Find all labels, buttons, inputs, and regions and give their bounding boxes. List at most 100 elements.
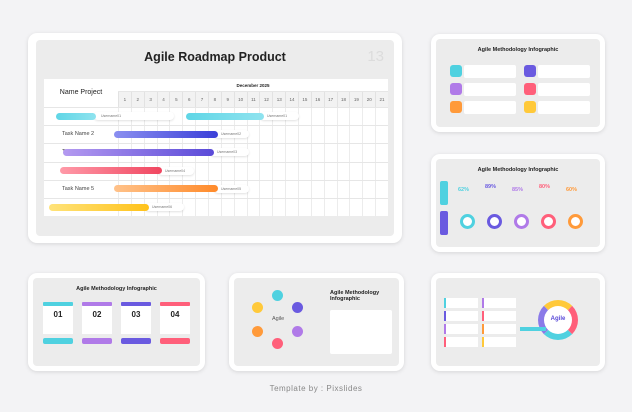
step-foot [82, 338, 112, 344]
percentage: 85% [512, 187, 524, 193]
ring [514, 214, 529, 229]
gantt-bar [60, 167, 162, 175]
text-box [538, 83, 590, 96]
gantt-bar [114, 130, 218, 138]
card-4: Agile [431, 273, 605, 371]
grid-column [259, 107, 261, 216]
card-2: Agile Methodology Infographic 01 02 03 04 [28, 273, 205, 371]
cycle-center: Agile [550, 316, 566, 322]
user-pill: Username01 [94, 112, 174, 120]
step-foot [121, 338, 151, 344]
cycle-node [252, 326, 263, 337]
grid-column [118, 107, 119, 216]
card-1: Agile Methodology Infographic 62% 89% 85% 80… [431, 154, 605, 252]
icon-tile [450, 83, 462, 95]
day-label: 12 [259, 92, 273, 107]
step-number: 02 [92, 310, 102, 319]
day-label: 21 [375, 92, 388, 107]
text-box [482, 298, 516, 308]
ring [541, 214, 556, 229]
grid-column [336, 107, 338, 216]
card-0: Agile Methodology Infographic [431, 34, 605, 132]
row-line [44, 179, 388, 181]
day-label: 15 [298, 92, 311, 107]
day-label: 20 [362, 92, 376, 107]
grid-column [362, 107, 364, 216]
grid-column [182, 107, 184, 216]
text-box [482, 337, 516, 347]
slide-title: Agile Roadmap Product [144, 50, 286, 64]
side-tab [440, 211, 448, 235]
cycle-node [252, 302, 263, 313]
gantt-table: Name Project December 2025 1 2 3 4 5 6 7 8 9 10 11 12… [44, 79, 388, 216]
user-pill: Username01 [260, 112, 299, 120]
step-head [160, 302, 190, 306]
grid-column [349, 107, 351, 216]
step-number: 01 [53, 310, 63, 319]
month-header: December 2025 [118, 79, 388, 92]
day-label: 11 [246, 92, 260, 107]
day-label: 13 [272, 92, 286, 107]
percentage: 89% [485, 184, 497, 190]
grid-column [208, 107, 209, 216]
gantt-bar [56, 112, 96, 120]
user-pill: Username05 [214, 184, 249, 193]
step-card [43, 306, 73, 334]
step-card [121, 306, 151, 334]
day-label: 5 [169, 92, 183, 107]
day-label: 7 [195, 92, 208, 107]
day-label: 4 [156, 92, 170, 107]
main-slide: Agile Roadmap Product 13 Name Project Decem… [36, 40, 394, 236]
ring [460, 214, 475, 229]
row-line [44, 143, 388, 145]
grid-column [156, 107, 158, 216]
step-number: 04 [170, 310, 180, 319]
slide-title: Agile Methodology Infographic [477, 167, 559, 173]
text-box [464, 101, 516, 114]
card-0-slide: Agile Methodology Infographic [436, 39, 600, 127]
info-panel [330, 310, 392, 354]
icon-tile [524, 101, 536, 113]
card-3: Agile Methodology Infographic Agile [229, 273, 404, 371]
row-line [44, 107, 388, 108]
text-box [538, 101, 590, 114]
task-name: Task Name 2 [62, 131, 95, 138]
card-4-slide: Agile [436, 278, 600, 366]
step-foot [43, 338, 73, 344]
column-header: Name Project [59, 89, 103, 96]
day-label: 18 [336, 92, 350, 107]
text-box [444, 337, 478, 347]
step-head [43, 302, 73, 306]
text-box [464, 83, 516, 96]
ring [487, 214, 502, 229]
day-label: 14 [285, 92, 298, 107]
row-line [44, 161, 388, 163]
cycle-node [272, 338, 283, 349]
row-line [44, 198, 388, 199]
day-label: 10 [233, 92, 247, 107]
day-label: 8 [208, 92, 221, 107]
percentage: 60% [566, 187, 578, 193]
task-name: Task Name 5 [62, 185, 95, 192]
gantt-bar [49, 203, 149, 211]
grid-column [143, 107, 145, 216]
percentage: 62% [458, 187, 470, 193]
user-pill: Username04 [158, 166, 194, 175]
slide-title: Agile Methodology Infographic [477, 47, 559, 53]
grid-column [233, 107, 235, 216]
grid-column [220, 107, 222, 216]
user-pill: Username03 [210, 148, 249, 157]
icon-tile [524, 83, 536, 95]
cycle-node [272, 290, 283, 301]
card-2-slide: Agile Methodology Infographic 01 02 03 04 [33, 278, 200, 366]
user-pill: Username02 [214, 130, 249, 139]
step-head [82, 302, 112, 306]
day-label: 1 [118, 92, 131, 107]
gantt-bar [186, 112, 264, 120]
cycle-center: Agile [272, 316, 285, 322]
icon-tile [524, 65, 536, 77]
cycle-ring [538, 300, 578, 340]
step-number: 03 [131, 310, 141, 319]
text-box [538, 65, 590, 78]
